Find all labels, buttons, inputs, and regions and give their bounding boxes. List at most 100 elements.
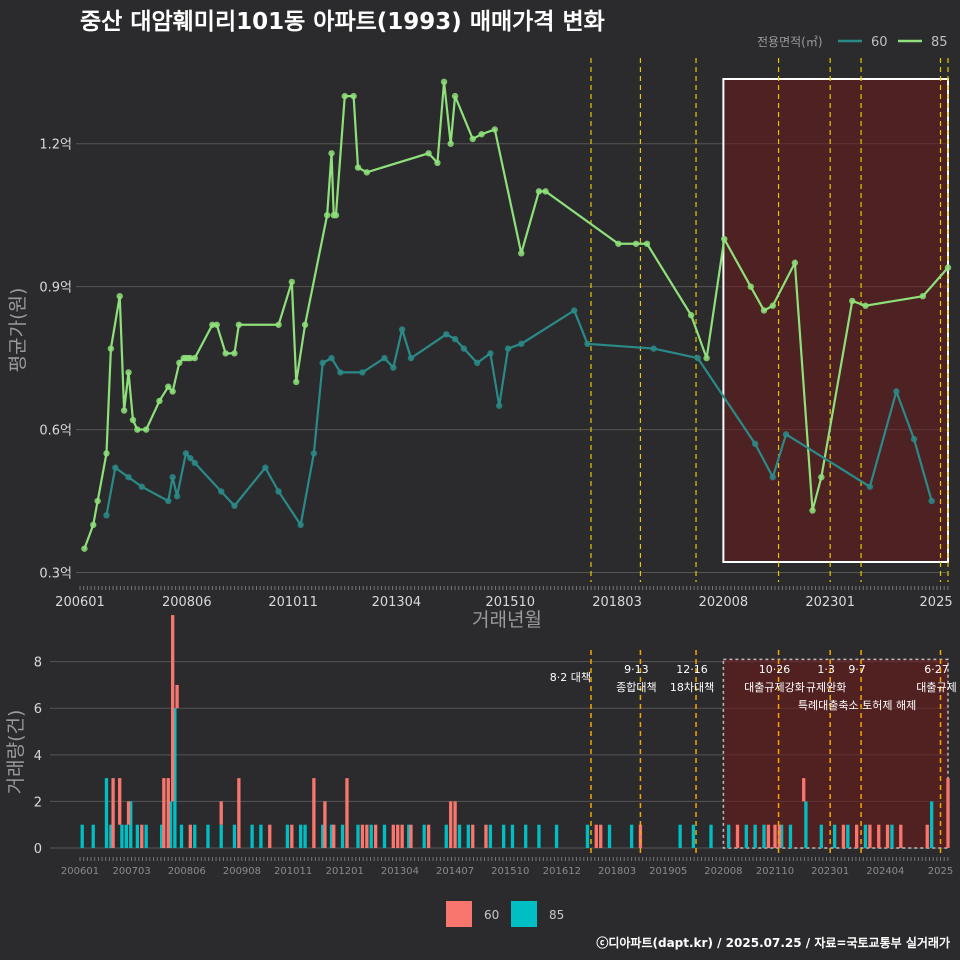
data-point-60 bbox=[173, 493, 181, 500]
bar-60 bbox=[400, 824, 404, 848]
top-axis-ticks: 200601 200806 201011 201304 201510 201803 2020… bbox=[55, 586, 953, 610]
bar-85 bbox=[863, 824, 868, 848]
bar-85 bbox=[250, 824, 254, 848]
bar-85 bbox=[510, 824, 515, 848]
data-point-85 bbox=[849, 297, 856, 305]
bar-60 bbox=[118, 778, 122, 825]
x-tick-label: 202008 bbox=[699, 595, 749, 610]
data-point-60 bbox=[571, 307, 578, 314]
bar-85 bbox=[466, 824, 470, 848]
bar-85 bbox=[340, 824, 345, 848]
bottom-x-tick-label: 202301 bbox=[811, 866, 849, 877]
bottom-x-tick-label: 201201 bbox=[326, 866, 364, 877]
bar-85 bbox=[80, 824, 84, 848]
bar-60 bbox=[323, 801, 327, 848]
data-point-85 bbox=[107, 345, 115, 352]
data-point-85 bbox=[478, 131, 485, 138]
bar-85 bbox=[382, 824, 387, 848]
data-point-85 bbox=[721, 235, 728, 243]
data-point-60 bbox=[782, 431, 790, 438]
data-point-85 bbox=[142, 426, 150, 433]
data-point-85 bbox=[81, 545, 88, 552]
bar-85 bbox=[744, 824, 748, 848]
bar-85 bbox=[321, 824, 325, 848]
data-point-60 bbox=[187, 454, 194, 462]
bottom-y-axis-title: 거래량(건) bbox=[5, 710, 27, 795]
bar-60 bbox=[332, 824, 336, 848]
top-highlight-region bbox=[722, 78, 949, 563]
bar-85 bbox=[890, 824, 894, 848]
bar-85 bbox=[159, 824, 164, 848]
bar-85 bbox=[819, 824, 824, 848]
data-point-60 bbox=[182, 450, 190, 457]
data-point-60 bbox=[487, 350, 494, 357]
policy-label: 특례대출축소 토허제 해제 bbox=[798, 698, 916, 712]
bar-85 bbox=[629, 824, 634, 848]
data-point-85 bbox=[288, 278, 296, 286]
data-point-60 bbox=[103, 512, 110, 519]
data-point-85 bbox=[165, 383, 172, 390]
bar-85 bbox=[193, 824, 197, 848]
bar-85 bbox=[219, 824, 223, 848]
data-point-85 bbox=[434, 159, 441, 166]
data-point-60 bbox=[337, 369, 344, 376]
bar-60 bbox=[290, 824, 294, 848]
bottom-highlight-region bbox=[722, 658, 949, 849]
data-point-85 bbox=[176, 359, 183, 367]
data-point-60 bbox=[328, 354, 335, 362]
bar-60 bbox=[877, 824, 881, 848]
bar-85 bbox=[607, 824, 612, 848]
data-point-60 bbox=[751, 440, 759, 448]
bar-60 bbox=[171, 615, 175, 802]
top-policy-lines bbox=[590, 58, 949, 582]
data-point-60 bbox=[650, 345, 657, 352]
bar-85 bbox=[779, 824, 784, 848]
bottom-y-tick-label: 8 bbox=[34, 656, 42, 671]
data-point-85 bbox=[350, 92, 357, 100]
bar-60 bbox=[638, 824, 643, 848]
bar-85 bbox=[303, 824, 307, 848]
bar-60 bbox=[219, 801, 223, 825]
bar-85 bbox=[369, 824, 373, 848]
data-point-60 bbox=[473, 359, 481, 367]
bar-85 bbox=[678, 824, 682, 848]
data-point-60 bbox=[381, 354, 388, 362]
bar-85 bbox=[124, 824, 128, 848]
bar-60 bbox=[766, 824, 771, 848]
data-point-85 bbox=[643, 240, 651, 247]
bottom-axis-ticks: 200601 200703 200806 200908 201011 201201 2013… bbox=[61, 857, 953, 877]
x-tick-label: 201304 bbox=[372, 595, 422, 610]
data-point-60 bbox=[218, 488, 225, 495]
top-series bbox=[81, 78, 952, 552]
data-point-60 bbox=[443, 331, 450, 338]
x-tick-label: 201510 bbox=[485, 595, 535, 610]
bar-60 bbox=[453, 801, 457, 848]
x-tick-label: 200806 bbox=[162, 595, 212, 610]
data-point-85 bbox=[169, 388, 176, 395]
bar-60 bbox=[237, 778, 241, 848]
bar-60 bbox=[449, 801, 453, 848]
data-point-60 bbox=[125, 474, 132, 481]
bar-85 bbox=[135, 824, 140, 848]
data-point-60 bbox=[398, 326, 406, 333]
bottom-legend-swatch-85 bbox=[511, 901, 537, 927]
data-point-60 bbox=[518, 340, 525, 348]
bar-60 bbox=[594, 824, 598, 848]
data-point-85 bbox=[687, 312, 695, 319]
bar-60 bbox=[735, 824, 740, 848]
bottom-x-tick-label: 201803 bbox=[598, 866, 636, 877]
data-point-60 bbox=[359, 369, 366, 376]
legend-label-60: 60 bbox=[871, 35, 888, 50]
policy-label: 1·3 bbox=[817, 663, 835, 676]
bottom-x-tick-label: 2025 bbox=[928, 866, 953, 877]
bar-85 bbox=[285, 824, 290, 848]
policy-label: 대출규제강화 bbox=[744, 681, 805, 694]
bottom-x-tick-label: 201612 bbox=[543, 866, 581, 877]
bar-60 bbox=[175, 684, 179, 709]
bar-85 bbox=[444, 824, 448, 848]
data-point-85 bbox=[129, 416, 137, 424]
bar-85 bbox=[298, 824, 303, 848]
bar-85 bbox=[585, 824, 590, 848]
bar-85 bbox=[554, 824, 559, 848]
credit-text: ⓒ디아파트(dapt.kr) / 2025.07.25 / 자료=국토교통부 실… bbox=[596, 935, 950, 950]
